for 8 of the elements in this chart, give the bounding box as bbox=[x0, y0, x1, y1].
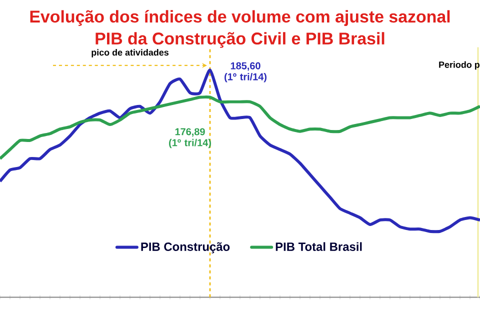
chart-subtitle: PIB da Construção Civil e PIB Brasil bbox=[96, 32, 384, 48]
annotation: 185,60 (1º tri/14) bbox=[224, 62, 266, 82]
legend-label: PIB Construção bbox=[141, 242, 230, 254]
annotation: 176,89 (1º tri/14) bbox=[169, 128, 211, 148]
chart-title: Evolução dos índices de volume com ajuste sazonal bbox=[30, 10, 450, 26]
legend-label: PIB Total Brasil bbox=[276, 242, 362, 251]
text: Periodo p bbox=[439, 61, 480, 70]
text: pico de atividades bbox=[92, 49, 169, 58]
